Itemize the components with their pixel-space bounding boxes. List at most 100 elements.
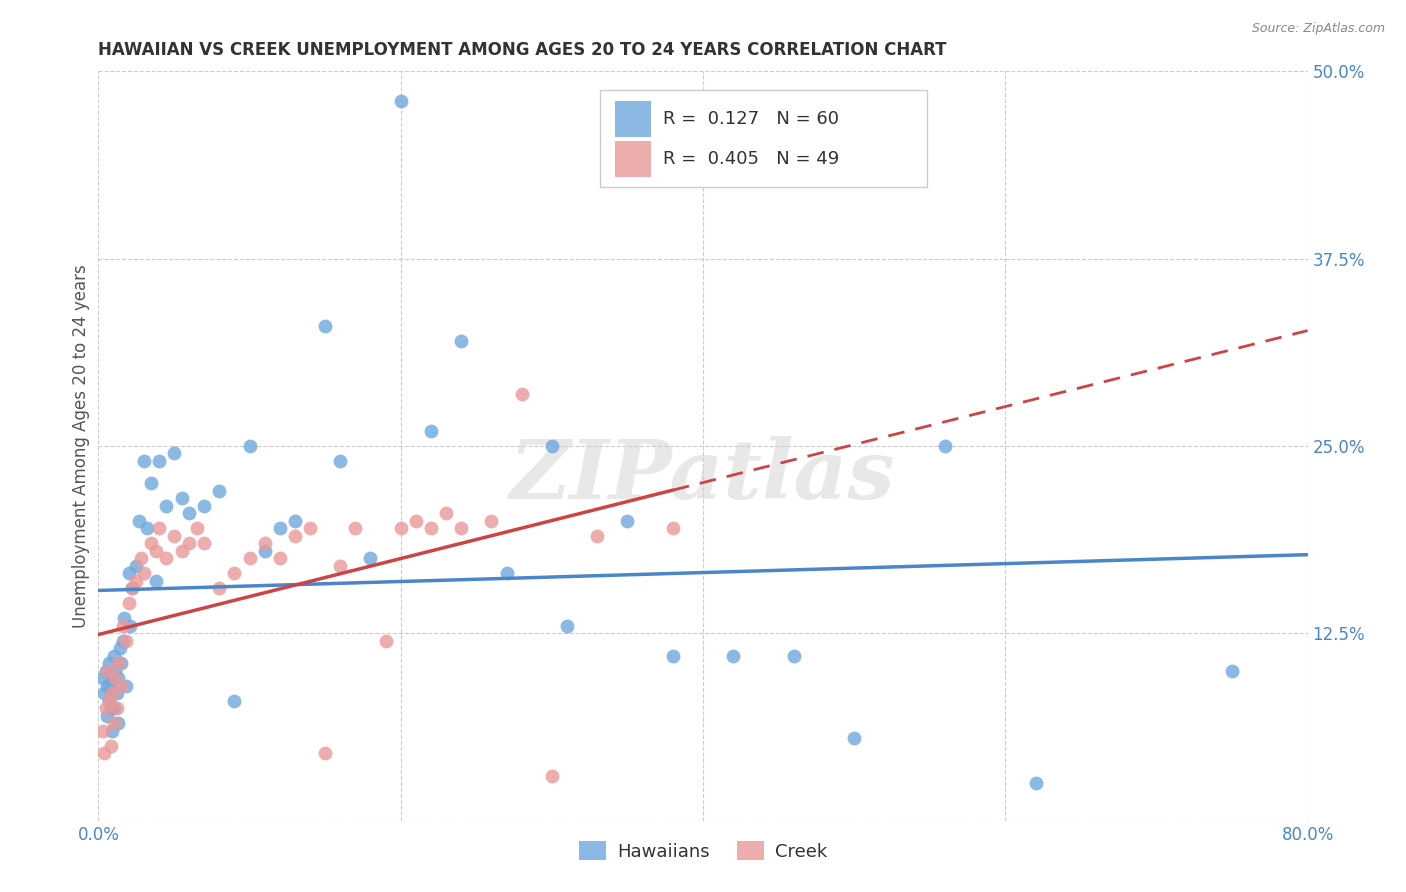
- Point: [284, 514, 307, 528]
- Point: [96, 679, 118, 693]
- Point: [135, 521, 157, 535]
- Point: [93, 746, 115, 760]
- Point: [98, 657, 121, 671]
- Point: [110, 657, 132, 671]
- FancyBboxPatch shape: [614, 101, 651, 136]
- Text: R =  0.127   N = 60: R = 0.127 N = 60: [664, 110, 839, 128]
- Point: [118, 566, 141, 581]
- Point: [148, 454, 170, 468]
- Point: [96, 664, 118, 678]
- Point: [374, 633, 396, 648]
- Point: [299, 521, 322, 535]
- Point: [101, 686, 124, 700]
- Point: [100, 701, 122, 715]
- Text: HAWAIIAN VS CREEK UNEMPLOYMENT AMONG AGES 20 TO 24 YEARS CORRELATION CHART: HAWAIIAN VS CREEK UNEMPLOYMENT AMONG AGE…: [98, 41, 946, 59]
- Point: [104, 664, 127, 678]
- Point: [132, 454, 155, 468]
- Point: [96, 708, 118, 723]
- Point: [389, 521, 412, 535]
- Point: [121, 582, 143, 596]
- Point: [405, 514, 427, 528]
- Point: [111, 633, 134, 648]
- Point: [193, 536, 215, 550]
- Point: [661, 648, 683, 663]
- Point: [110, 679, 132, 693]
- Point: [239, 551, 262, 566]
- Point: [1220, 664, 1243, 678]
- Point: [125, 558, 148, 573]
- Point: [118, 596, 141, 610]
- Point: [141, 476, 163, 491]
- Point: [314, 746, 336, 760]
- Point: [101, 723, 124, 738]
- Point: [155, 551, 177, 566]
- Text: R =  0.405   N = 49: R = 0.405 N = 49: [664, 150, 839, 168]
- Point: [360, 551, 382, 566]
- Point: [586, 529, 609, 543]
- Point: [329, 454, 352, 468]
- Point: [132, 566, 155, 581]
- Point: [100, 679, 122, 693]
- Point: [224, 566, 246, 581]
- Point: [186, 521, 208, 535]
- Point: [389, 95, 412, 109]
- Point: [179, 536, 201, 550]
- Point: [481, 514, 503, 528]
- Point: [208, 582, 231, 596]
- Point: [170, 491, 193, 506]
- Point: [111, 619, 134, 633]
- Point: [329, 558, 352, 573]
- Point: [121, 582, 143, 596]
- Point: [98, 694, 121, 708]
- Point: [148, 521, 170, 535]
- FancyBboxPatch shape: [600, 90, 927, 187]
- Point: [450, 521, 472, 535]
- Point: [91, 723, 114, 738]
- Point: [510, 386, 533, 401]
- Point: [224, 694, 246, 708]
- Point: [661, 521, 683, 535]
- Text: ZIPatlas: ZIPatlas: [510, 436, 896, 516]
- Point: [934, 439, 956, 453]
- Point: [269, 551, 291, 566]
- Point: [450, 334, 472, 348]
- Point: [208, 483, 231, 498]
- Point: [269, 521, 291, 535]
- Point: [616, 514, 638, 528]
- Point: [114, 633, 136, 648]
- Point: [94, 701, 117, 715]
- Point: [420, 424, 443, 438]
- Point: [170, 544, 193, 558]
- Point: [253, 536, 276, 550]
- Point: [103, 648, 125, 663]
- Point: [108, 641, 131, 656]
- Point: [107, 671, 129, 685]
- Point: [125, 574, 148, 588]
- Point: [103, 716, 125, 731]
- Point: [253, 544, 276, 558]
- Point: [1024, 776, 1046, 790]
- Point: [105, 686, 128, 700]
- Point: [101, 671, 124, 685]
- Point: [98, 694, 121, 708]
- Point: [495, 566, 517, 581]
- Point: [129, 551, 152, 566]
- Point: [120, 619, 142, 633]
- Point: [314, 319, 336, 334]
- Point: [783, 648, 806, 663]
- Point: [434, 507, 457, 521]
- Point: [112, 611, 135, 625]
- Point: [128, 514, 150, 528]
- Point: [114, 679, 136, 693]
- Point: [141, 536, 163, 550]
- Point: [93, 686, 115, 700]
- Point: [100, 739, 122, 753]
- Point: [91, 671, 114, 685]
- Point: [94, 664, 117, 678]
- Y-axis label: Unemployment Among Ages 20 to 24 years: Unemployment Among Ages 20 to 24 years: [72, 264, 90, 628]
- Point: [193, 499, 215, 513]
- Point: [145, 544, 167, 558]
- Point: [105, 701, 128, 715]
- Point: [284, 529, 307, 543]
- Point: [104, 671, 127, 685]
